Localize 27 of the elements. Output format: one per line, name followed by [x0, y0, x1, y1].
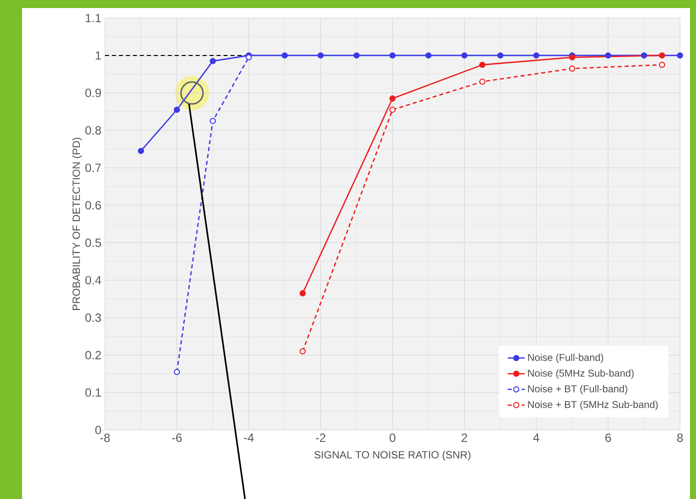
- x-tick-label: -8: [100, 434, 110, 442]
- x-tick-label: 0: [390, 434, 396, 442]
- y-tick-label: 0.9: [85, 88, 101, 98]
- y-tick-label: 0.7: [85, 164, 101, 172]
- x-tick-label: -4: [244, 434, 254, 442]
- y-tick-label: 0.3: [85, 313, 101, 322]
- y-tick-label: 0.5: [85, 238, 101, 247]
- x-tick-label: 2: [462, 434, 468, 442]
- x-tick-label: 8: [677, 434, 683, 442]
- y-axis-title: PROBABILITY OF DETECTION (PD): [72, 138, 82, 310]
- x-tick-label: -6: [172, 434, 182, 442]
- legend-label: Noise + BT (5MHz Sub-band): [528, 400, 658, 410]
- y-tick-label: 0.2: [85, 350, 101, 360]
- x-tick-label: 4: [533, 434, 540, 442]
- x-tick-label: 6: [605, 434, 611, 442]
- x-axis-title: SIGNAL TO NOISE RATIO (SNR): [314, 450, 470, 461]
- y-tick-label: 1.1: [86, 14, 101, 22]
- y-tick-label: 0: [95, 426, 102, 434]
- x-tick-label: -2: [316, 434, 326, 442]
- legend-label: Noise (5MHz Sub-band): [528, 369, 634, 379]
- y-tick-label: 1: [96, 51, 101, 60]
- y-tick-label: 0.6: [85, 201, 101, 210]
- legend-label: Noise (Full-band): [528, 354, 604, 363]
- legend-label: Noise + BT (Full-band): [528, 385, 628, 394]
- y-tick-label: 0.1: [85, 388, 101, 397]
- y-tick-label: 0.8: [85, 126, 101, 135]
- y-tick-label: 0.4: [85, 276, 102, 284]
